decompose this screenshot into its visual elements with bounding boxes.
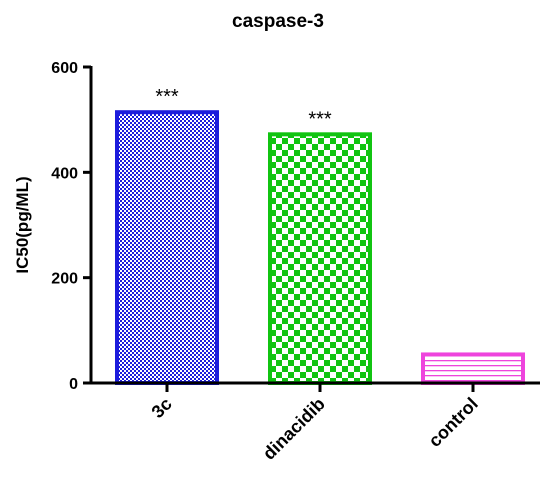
bar-3c: [115, 110, 219, 385]
significance-label: ***: [155, 86, 179, 108]
bar-dinacidib: [268, 132, 372, 385]
y-tick-label: 400: [51, 165, 78, 182]
x-ticks: 3c dinacidib control: [148, 383, 482, 464]
chart-title: caspase-3: [232, 11, 324, 32]
y-ticks: 0 200 400 600: [51, 60, 91, 393]
y-tick-label: 600: [51, 60, 78, 77]
y-tick-label: 200: [51, 271, 78, 288]
y-axis-label: IC50(pg/ML): [13, 176, 32, 273]
x-tick-label: dinacidib: [259, 394, 329, 464]
significance-label: ***: [308, 108, 332, 130]
x-tick-label: control: [425, 394, 482, 451]
x-tick-label: 3c: [148, 394, 176, 422]
significance-annotations: *** ***: [155, 86, 332, 130]
bars-layer: [115, 110, 525, 386]
bar-control: [421, 352, 525, 386]
y-tick-label: 0: [69, 376, 78, 393]
